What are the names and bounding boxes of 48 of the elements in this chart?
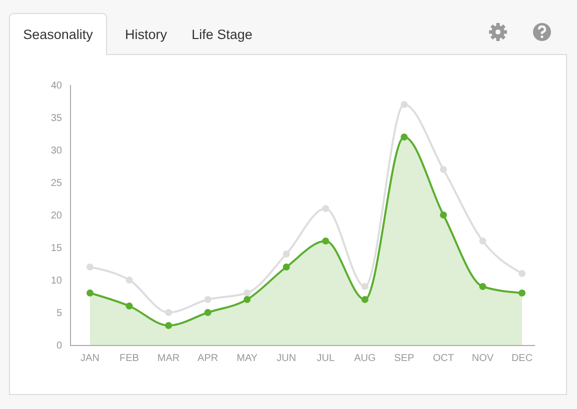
x-tick-label: JUL: [316, 353, 335, 364]
x-tick-label: JAN: [80, 353, 100, 364]
point: [479, 238, 486, 244]
point: [400, 134, 408, 140]
x-tick-label: DEC: [511, 353, 533, 364]
point: [322, 205, 330, 212]
y-tick-label: 15: [50, 243, 62, 254]
point: [204, 296, 212, 303]
point: [440, 166, 447, 173]
x-tick-label: APR: [198, 353, 218, 364]
point: [165, 309, 172, 316]
text: History: [124, 27, 168, 42]
point: [282, 264, 290, 270]
x-tick-label: MAY: [236, 353, 258, 364]
y-tick-label: 10: [50, 276, 62, 286]
x-tick-label: AUG: [354, 353, 376, 364]
y-tick-label: 40: [50, 80, 62, 92]
x-tick-label: SEP: [394, 353, 415, 364]
point: [86, 264, 94, 270]
y-tick-label: 5: [56, 308, 62, 319]
point: [244, 290, 251, 296]
point: [244, 296, 251, 303]
x-tick-label: OCT: [432, 353, 454, 364]
point: [126, 276, 133, 284]
point: [204, 309, 212, 316]
point: [86, 290, 94, 296]
y-tick-label: 0: [56, 340, 62, 352]
point: [282, 250, 290, 258]
point: [361, 283, 368, 290]
point: [165, 322, 172, 329]
point: [479, 283, 486, 290]
point: [518, 270, 526, 277]
y-tick-label: 30: [50, 146, 62, 156]
point: [322, 238, 330, 244]
point: [518, 290, 526, 296]
y-tick-label: 25: [50, 178, 62, 189]
text: Life Stage: [192, 27, 252, 42]
x-tick-label: FEB: [120, 353, 140, 364]
point: [400, 101, 408, 108]
x-tick-label: MAR: [157, 353, 180, 364]
x-tick-label: JUN: [276, 353, 296, 364]
text: Seasonality: [23, 27, 94, 42]
y-tick-label: 20: [50, 210, 62, 222]
point: [440, 212, 447, 218]
point: [126, 302, 133, 310]
point: [361, 296, 368, 303]
y-tick-label: 35: [50, 113, 62, 124]
x-tick-label: NOV: [472, 353, 494, 364]
